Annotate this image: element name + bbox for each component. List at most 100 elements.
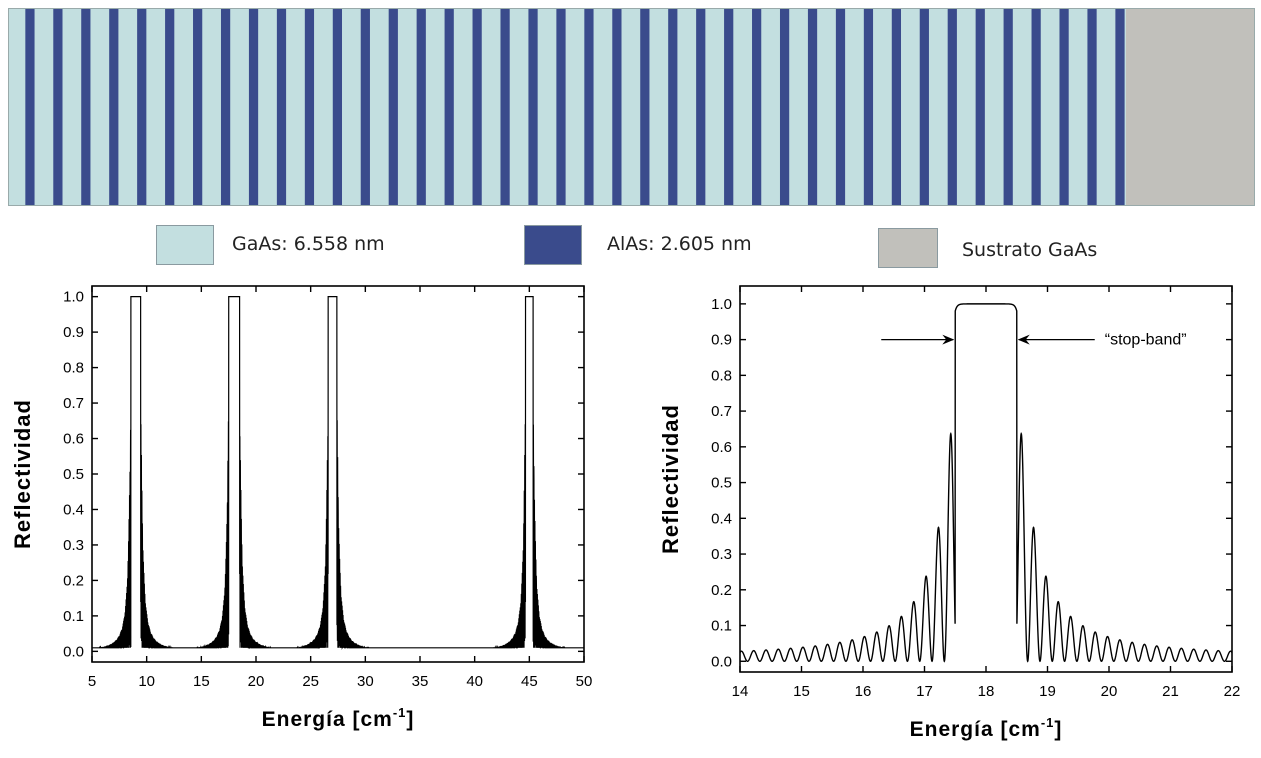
y-axis-title: Reflectividad bbox=[658, 404, 683, 554]
alas-layer bbox=[500, 8, 510, 206]
alas-layer bbox=[891, 8, 902, 206]
alas-layer bbox=[304, 8, 315, 206]
y-tick-label: 0.7 bbox=[711, 403, 732, 420]
gaas-legend-label: GaAs: 6.558 nm bbox=[232, 233, 385, 255]
alas-layer bbox=[668, 8, 678, 206]
alas-layer bbox=[863, 8, 874, 206]
x-tick-label: 10 bbox=[138, 673, 155, 690]
y-tick-label: 0.2 bbox=[711, 582, 732, 599]
alas-layer bbox=[25, 8, 35, 206]
alas-layer bbox=[332, 8, 343, 206]
x-tick-label: 45 bbox=[521, 673, 538, 690]
x-tick-label: 30 bbox=[357, 673, 374, 690]
alas-layer bbox=[612, 8, 622, 206]
x-tick-label: 50 bbox=[576, 673, 593, 690]
alas-legend-label: AlAs: 2.605 nm bbox=[607, 233, 752, 255]
y-tick-label: 0.1 bbox=[711, 618, 732, 635]
x-tick-label: 16 bbox=[855, 683, 872, 700]
substrate-swatch bbox=[878, 228, 938, 268]
x-axis-title: Energía [cm-1] bbox=[262, 705, 415, 731]
alas-layer bbox=[165, 8, 175, 206]
reflectivity-curve bbox=[739, 303, 1233, 663]
y-tick-label: 1.0 bbox=[711, 296, 732, 313]
alas-layer bbox=[360, 8, 370, 206]
plot-frame bbox=[91, 285, 585, 663]
substrate-layer bbox=[1126, 8, 1255, 206]
y-tick-label: 0.1 bbox=[63, 608, 84, 625]
alas-layer bbox=[528, 8, 538, 206]
y-tick-label: 0.8 bbox=[711, 367, 732, 384]
alas-layer bbox=[81, 8, 91, 206]
plot-frame bbox=[739, 285, 1233, 673]
x-tick-label: 17 bbox=[916, 683, 933, 700]
alas-layer bbox=[193, 8, 203, 206]
y-tick-label: 0.8 bbox=[63, 360, 84, 377]
alas-layer bbox=[137, 8, 147, 206]
x-tick-label: 35 bbox=[412, 673, 429, 690]
x-tick-label: 21 bbox=[1162, 683, 1179, 700]
alas-layer bbox=[1059, 8, 1069, 206]
y-tick-label: 0.6 bbox=[711, 439, 732, 456]
x-tick-label: 22 bbox=[1224, 683, 1241, 700]
alas-layer bbox=[248, 8, 259, 206]
reflectivity-chart-full: 0.0 0.1 0.2 0.3 0.4 0.5 0.6 0.7 0.8 0.9 1.0 5 10 15 20… bbox=[10, 285, 593, 731]
x-tick-label: 19 bbox=[1039, 683, 1056, 700]
x-axis-title: Energía [cm-1] bbox=[910, 715, 1063, 741]
alas-layer bbox=[807, 8, 818, 206]
y-tick-label: 0.6 bbox=[63, 431, 84, 448]
alas-layer bbox=[975, 8, 985, 206]
reflectivity-chart-zoom: 0.0 0.1 0.2 0.3 0.4 0.5 0.6 0.7 0.8 0.9 1.0 14 15 16 1… bbox=[658, 285, 1241, 741]
alas-layer bbox=[53, 8, 63, 206]
y-tick-label: 0.0 bbox=[63, 643, 84, 660]
reflectivity-curve bbox=[92, 296, 584, 650]
x-tick-label: 18 bbox=[978, 683, 995, 700]
y-tick-label: 0.3 bbox=[711, 546, 732, 563]
x-tick-label: 5 bbox=[88, 673, 96, 690]
alas-layer bbox=[835, 8, 846, 206]
x-tick-label: 25 bbox=[302, 673, 319, 690]
alas-layer bbox=[919, 8, 929, 206]
alas-layer bbox=[444, 8, 454, 206]
alas-swatch bbox=[524, 225, 582, 265]
y-tick-label: 1.0 bbox=[63, 289, 84, 306]
y-tick-label: 0.5 bbox=[63, 466, 84, 483]
y-tick-label: 0.9 bbox=[711, 332, 732, 349]
alas-layer bbox=[416, 8, 426, 206]
alas-layer bbox=[556, 8, 566, 206]
y-tick-label: 0.7 bbox=[63, 395, 84, 412]
x-tick-label: 20 bbox=[248, 673, 265, 690]
alas-layer bbox=[388, 8, 398, 206]
alas-layer bbox=[640, 8, 650, 206]
alas-layer bbox=[947, 8, 957, 206]
alas-layer bbox=[109, 8, 119, 206]
gaas-background bbox=[8, 8, 1126, 206]
y-tick-label: 0.0 bbox=[711, 653, 732, 670]
y-tick-label: 0.9 bbox=[63, 324, 84, 341]
x-tick-label: 40 bbox=[466, 673, 483, 690]
alas-layer bbox=[1087, 8, 1097, 206]
y-tick-label: 0.3 bbox=[63, 537, 84, 554]
alas-layer bbox=[779, 8, 790, 206]
alas-layer bbox=[472, 8, 482, 206]
alas-layer bbox=[584, 8, 594, 206]
alas-layer bbox=[1031, 8, 1041, 206]
y-axis-title: Reflectividad bbox=[10, 399, 35, 549]
x-tick-label: 20 bbox=[1101, 683, 1118, 700]
structure-border bbox=[8, 8, 1255, 206]
x-tick-label: 15 bbox=[793, 683, 810, 700]
y-tick-label: 0.2 bbox=[63, 572, 84, 589]
stop-band-annotation: “stop-band” bbox=[1105, 332, 1187, 349]
alas-layer bbox=[696, 8, 706, 206]
substrate-legend-label: Sustrato GaAs bbox=[962, 239, 1098, 261]
x-tick-label: 15 bbox=[193, 673, 210, 690]
y-tick-label: 0.4 bbox=[711, 510, 732, 527]
y-tick-label: 0.4 bbox=[63, 501, 84, 518]
alas-layer bbox=[220, 8, 231, 206]
y-tick-label: 0.5 bbox=[711, 475, 732, 492]
x-tick-label: 14 bbox=[732, 683, 749, 700]
multilayer-structure bbox=[8, 8, 1255, 206]
alas-layer bbox=[752, 8, 762, 206]
alas-layer bbox=[1115, 8, 1125, 206]
gaas-swatch bbox=[156, 225, 214, 265]
alas-layer bbox=[276, 8, 287, 206]
